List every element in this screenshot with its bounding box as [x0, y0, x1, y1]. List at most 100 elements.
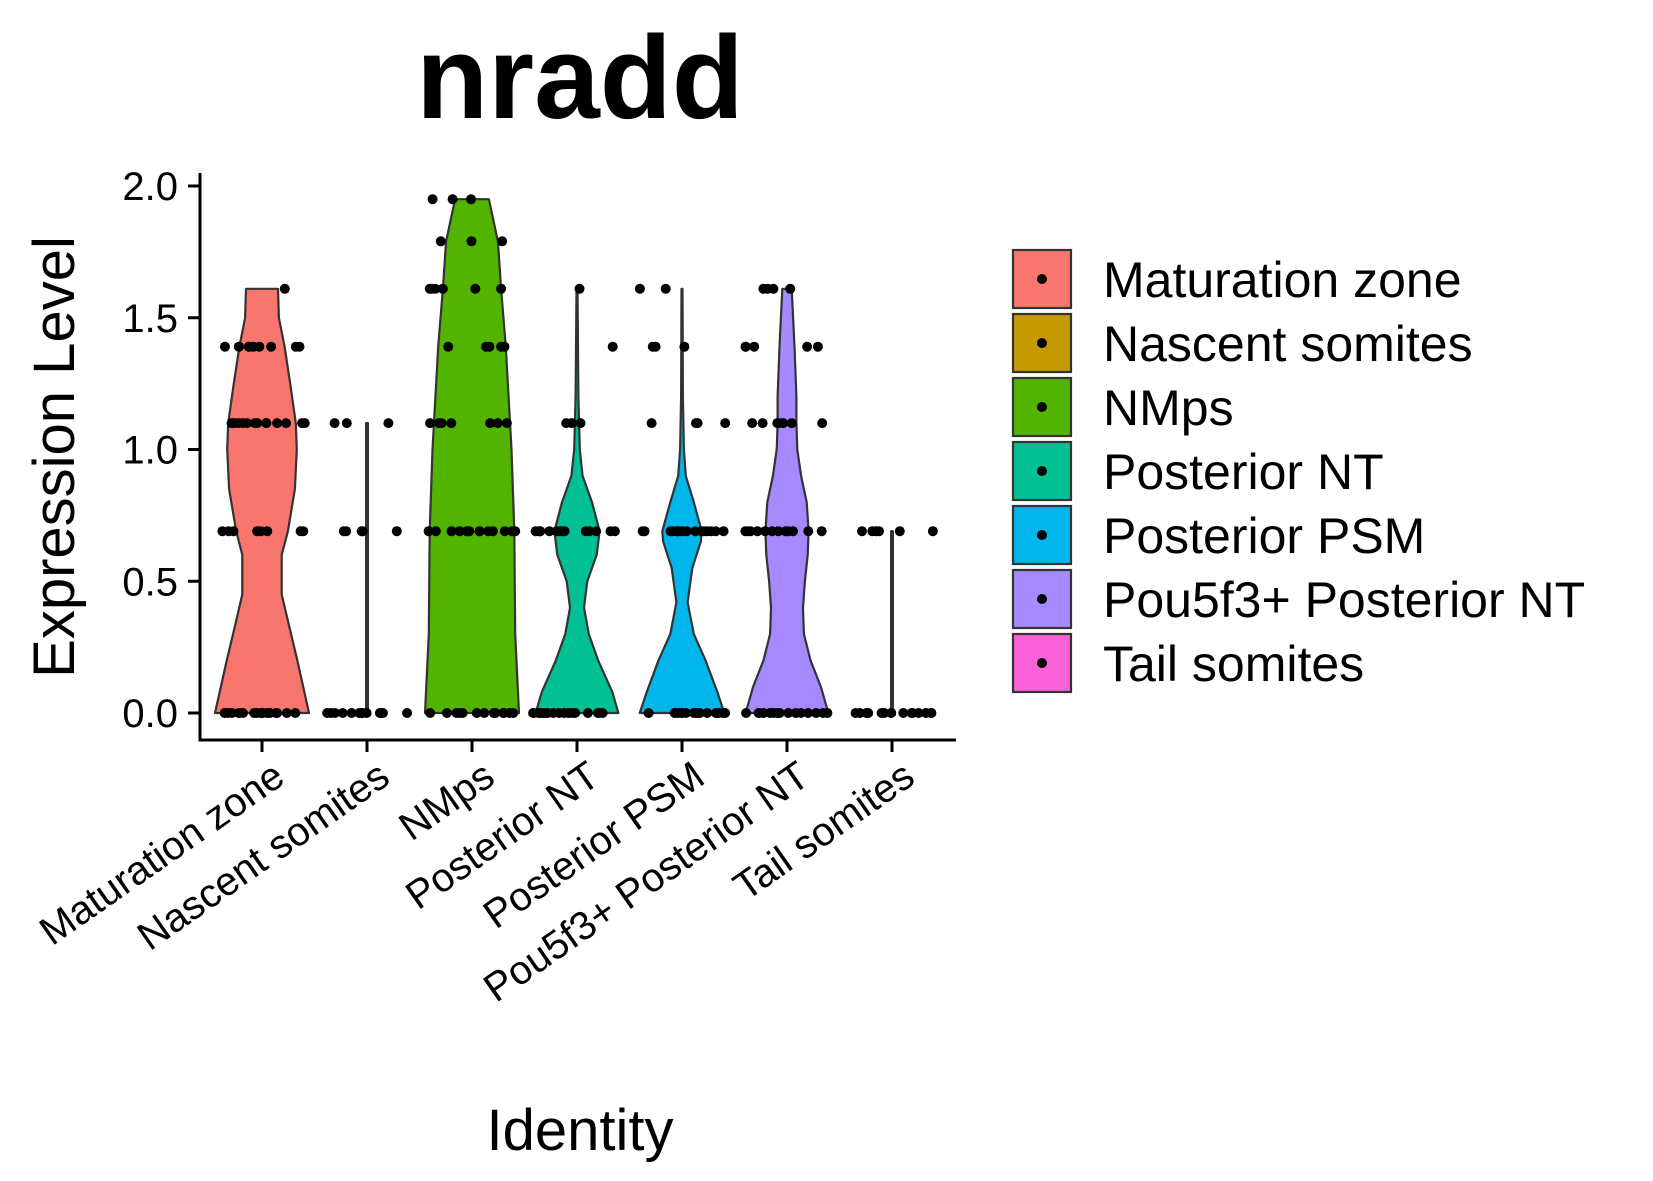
data-point: [329, 418, 340, 429]
data-point: [749, 341, 760, 352]
data-point: [803, 708, 814, 718]
data-point: [457, 708, 468, 718]
data-point: [272, 708, 283, 718]
data-point: [768, 283, 779, 294]
data-point: [757, 418, 768, 429]
data-point: [898, 708, 909, 718]
legend-key-dot: [1037, 530, 1047, 540]
data-point: [554, 526, 565, 537]
data-point: [252, 418, 263, 429]
data-point: [575, 418, 586, 429]
data-point: [281, 418, 291, 429]
legend-key-dot: [1037, 274, 1047, 284]
data-point: [492, 418, 503, 429]
data-point: [692, 418, 703, 429]
data-point: [816, 526, 827, 537]
legend-key-dot: [1037, 594, 1047, 604]
data-point: [817, 418, 828, 429]
data-point: [561, 418, 572, 429]
y-tick-label: 0.5: [122, 560, 178, 604]
data-point: [252, 526, 263, 537]
data-point: [747, 418, 758, 429]
data-point: [279, 283, 290, 294]
chart-title: nradd: [416, 12, 744, 144]
data-point: [679, 341, 690, 352]
data-point: [681, 708, 691, 718]
data-point: [926, 708, 937, 718]
data-point: [802, 341, 813, 352]
data-point: [290, 341, 301, 352]
data-point: [674, 526, 685, 537]
violin-tail-somites: [890, 530, 894, 715]
data-point: [790, 708, 801, 718]
data-point: [499, 526, 510, 537]
data-point: [696, 526, 707, 537]
violin-nmps: [423, 198, 521, 715]
data-point: [665, 526, 676, 537]
data-point: [785, 283, 796, 294]
data-point: [879, 708, 890, 718]
data-point: [425, 418, 436, 429]
data-point: [466, 194, 476, 205]
data-point: [607, 341, 618, 352]
legend-key-dot: [1037, 402, 1047, 412]
legend-label-pou5f3-posterior-nt: Pou5f3+ Posterior NT: [1103, 572, 1585, 628]
data-point: [783, 708, 794, 718]
violin-nascent-somites: [365, 422, 369, 715]
data-point: [226, 418, 237, 429]
data-point: [753, 708, 764, 718]
data-point: [454, 526, 465, 537]
data-point: [580, 526, 591, 537]
data-point: [256, 708, 267, 718]
data-point: [441, 708, 452, 718]
data-point: [530, 526, 541, 537]
data-point: [337, 708, 348, 718]
data-point: [290, 708, 301, 718]
data-point: [927, 526, 938, 537]
data-point: [248, 341, 259, 352]
legend-label-maturation-zone: Maturation zone: [1103, 252, 1462, 308]
data-point: [660, 283, 671, 294]
y-tick-label: 2.0: [122, 165, 178, 209]
data-point: [383, 418, 394, 429]
data-point: [634, 283, 645, 294]
data-point: [718, 526, 729, 537]
data-point: [425, 708, 436, 718]
data-point: [710, 526, 721, 537]
data-point: [427, 194, 438, 205]
data-point: [435, 236, 446, 247]
data-point: [437, 283, 448, 294]
data-point: [760, 526, 771, 537]
data-point: [374, 708, 385, 718]
data-point: [242, 418, 253, 429]
legend-label-nascent-somites: Nascent somites: [1103, 316, 1473, 372]
data-point: [446, 418, 457, 429]
data-point: [487, 526, 498, 537]
data-point: [593, 708, 603, 718]
legend-key-dot: [1037, 658, 1047, 668]
data-point: [803, 526, 814, 537]
data-point: [233, 341, 244, 352]
data-point: [471, 708, 482, 718]
data-point: [272, 418, 283, 429]
data-point: [338, 526, 349, 537]
data-point: [356, 708, 367, 718]
data-point: [510, 526, 521, 537]
data-point: [582, 708, 593, 718]
data-point: [341, 418, 352, 429]
data-point: [447, 194, 458, 205]
legend-label-posterior-nt: Posterior NT: [1103, 444, 1384, 500]
legend-label-tail-somites: Tail somites: [1103, 636, 1364, 692]
y-tick-label: 1.5: [122, 297, 178, 341]
data-point: [772, 418, 783, 429]
data-point: [470, 283, 481, 294]
data-point: [758, 283, 769, 294]
violin-posterior-nt: [534, 287, 620, 715]
data-point: [741, 708, 752, 718]
data-point: [497, 236, 508, 247]
legend-label-posterior-psm: Posterior PSM: [1103, 508, 1425, 564]
data-point: [249, 708, 260, 718]
data-point: [857, 526, 867, 537]
data-point: [906, 708, 917, 718]
